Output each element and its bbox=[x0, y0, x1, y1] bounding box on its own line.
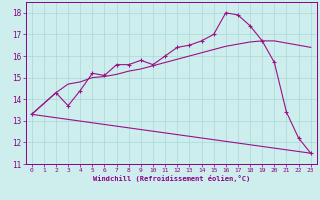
X-axis label: Windchill (Refroidissement éolien,°C): Windchill (Refroidissement éolien,°C) bbox=[92, 175, 250, 182]
